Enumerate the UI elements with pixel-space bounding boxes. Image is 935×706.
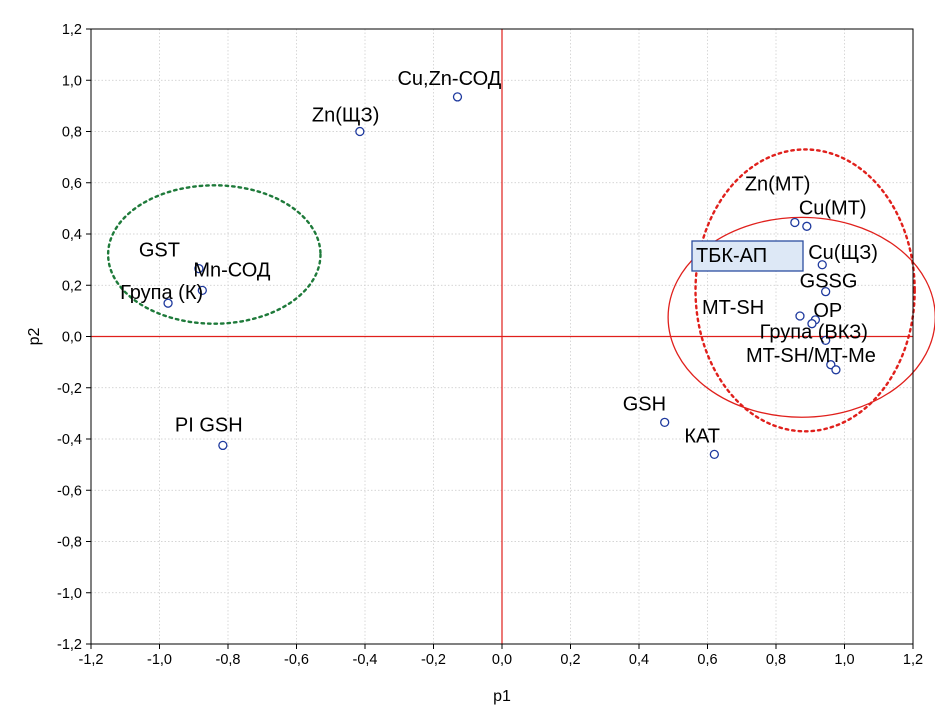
x-tick-label: -1,0	[147, 652, 172, 668]
x-tick-label: -0,2	[421, 652, 446, 668]
point-label: GSSG	[800, 271, 858, 293]
point-label: Група (ВКЗ)	[760, 321, 868, 343]
y-tick-label: 0,4	[62, 227, 82, 243]
point-label: OP	[813, 300, 842, 322]
point-label: GSH	[623, 393, 666, 415]
data-point	[660, 417, 670, 427]
data-point	[218, 440, 228, 451]
y-tick-label: -1,0	[57, 586, 82, 602]
data-point	[709, 449, 719, 460]
point-label: Zn(ЩЗ)	[312, 105, 380, 127]
x-tick-label: 0,4	[629, 652, 649, 668]
point-label: MT-SH/MT-Me	[746, 345, 876, 367]
y-tick-label: -0,4	[57, 432, 82, 448]
point-label: Zn(МТ)	[745, 173, 811, 195]
data-point	[817, 260, 827, 270]
y-tick-label: -0,2	[57, 381, 82, 397]
x-tick-label: 0,6	[697, 652, 717, 668]
y-tick-label: 1,0	[62, 73, 82, 89]
x-tick-label: -1,2	[79, 652, 104, 668]
y-tick-label: 0,6	[62, 176, 82, 192]
point-label: КАТ	[684, 425, 720, 447]
point-label: MT-SH	[702, 297, 764, 319]
data-point	[802, 221, 812, 231]
point-label: Mn-СОД	[193, 259, 271, 281]
group-ellipse	[694, 148, 916, 433]
y-tick-label: 0,2	[62, 278, 82, 294]
y-tick-label: 0,8	[62, 125, 82, 141]
group-ellipses	[106, 148, 935, 433]
x-tick-label: -0,4	[353, 652, 378, 668]
data-point	[452, 92, 463, 102]
x-tick-label: 1,0	[834, 652, 854, 668]
data-point	[795, 311, 805, 321]
x-tick-label: 0,0	[492, 652, 512, 668]
data-point	[821, 335, 831, 345]
data-point	[355, 126, 365, 137]
group-ellipse	[106, 184, 322, 325]
x-tick-label: -0,6	[284, 652, 309, 668]
data-point	[194, 263, 204, 274]
x-tick-label: 0,8	[766, 652, 786, 668]
group-ellipse	[667, 216, 935, 418]
boxed-label: ТБК-АП	[696, 245, 767, 267]
data-point	[821, 287, 831, 297]
x-axis-label: p1	[493, 688, 511, 705]
data-points	[163, 92, 841, 460]
x-tick-label: 1,2	[903, 652, 923, 668]
x-axis-ticks: -1,2 -1,0 -0,8 -0,6 -0,4 -0,2 0,0 0,2 0,4 0,6 0,8 1…	[79, 644, 923, 668]
y-axis-label: p2	[26, 328, 43, 346]
boxed-label-group: ТБК-АП	[691, 240, 804, 272]
point-label: Група (К)	[120, 282, 203, 304]
point-label: Cu(ЩЗ)	[808, 242, 878, 264]
y-tick-label: -0,6	[57, 483, 82, 499]
x-tick-label: -0,8	[216, 652, 241, 668]
y-tick-label: -1,2	[57, 637, 82, 653]
data-point	[831, 365, 841, 375]
point-label: Cu,Zn-СОД	[397, 68, 501, 90]
y-axis-ticks: 1,2 1,0 0,8 0,6 0,4 0,2 0,0 -0,2 -0,4 -0,6 -0,8 -1,…	[57, 22, 91, 653]
data-point	[163, 298, 173, 308]
y-tick-label: -0,8	[57, 535, 82, 551]
point-label: PI GSH	[175, 414, 243, 436]
y-tick-label: 1,2	[62, 22, 82, 38]
x-tick-label: 0,2	[560, 652, 580, 668]
point-label: GST	[139, 240, 180, 262]
y-tick-label: 0,0	[62, 330, 82, 346]
data-point	[197, 285, 207, 296]
boxed-label-frame	[691, 240, 804, 272]
data-point	[807, 319, 817, 329]
point-label: Cu(МТ)	[799, 197, 867, 219]
reference-lines	[91, 29, 913, 644]
data-point	[790, 217, 800, 228]
